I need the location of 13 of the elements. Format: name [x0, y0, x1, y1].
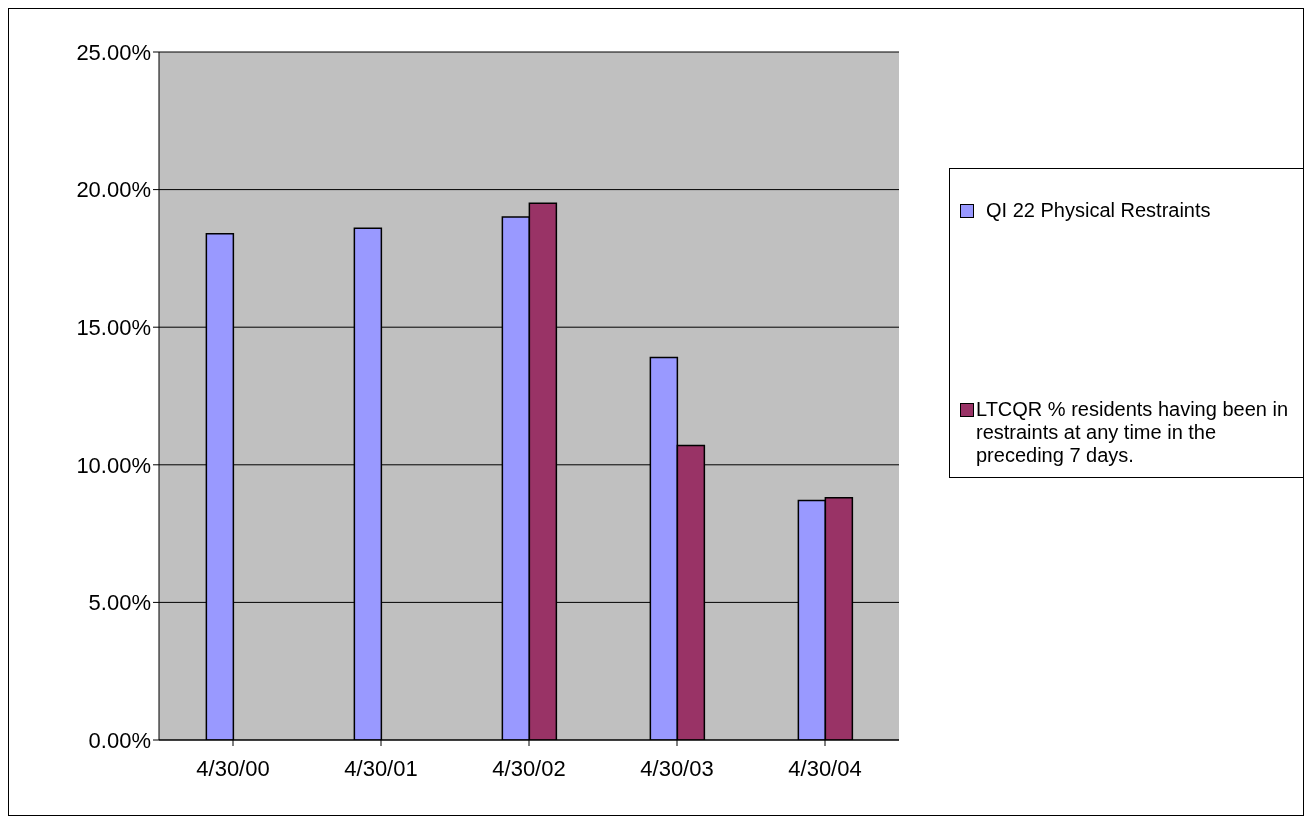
y-tick-label: 0.00% [88, 727, 151, 753]
y-tick-label: 15.00% [76, 315, 151, 341]
y-tick-label: 5.00% [88, 590, 151, 616]
y-tick-label: 20.00% [76, 177, 151, 203]
x-tick-label: 4/30/04 [788, 755, 862, 781]
x-tick-label: 4/30/03 [640, 755, 714, 781]
y-tick-label: 10.00% [76, 452, 151, 478]
legend-label: QI 22 Physical Restraints [986, 199, 1211, 222]
x-tick-label: 4/30/01 [344, 755, 418, 781]
legend-label: LTCQR % residents having been in restraints at any time in the preceding 7 days. [976, 398, 1289, 467]
y-tick-label: 25.00% [76, 39, 151, 65]
x-tick-label: 4/30/02 [492, 755, 566, 781]
x-tick-label: 4/30/00 [196, 755, 270, 781]
